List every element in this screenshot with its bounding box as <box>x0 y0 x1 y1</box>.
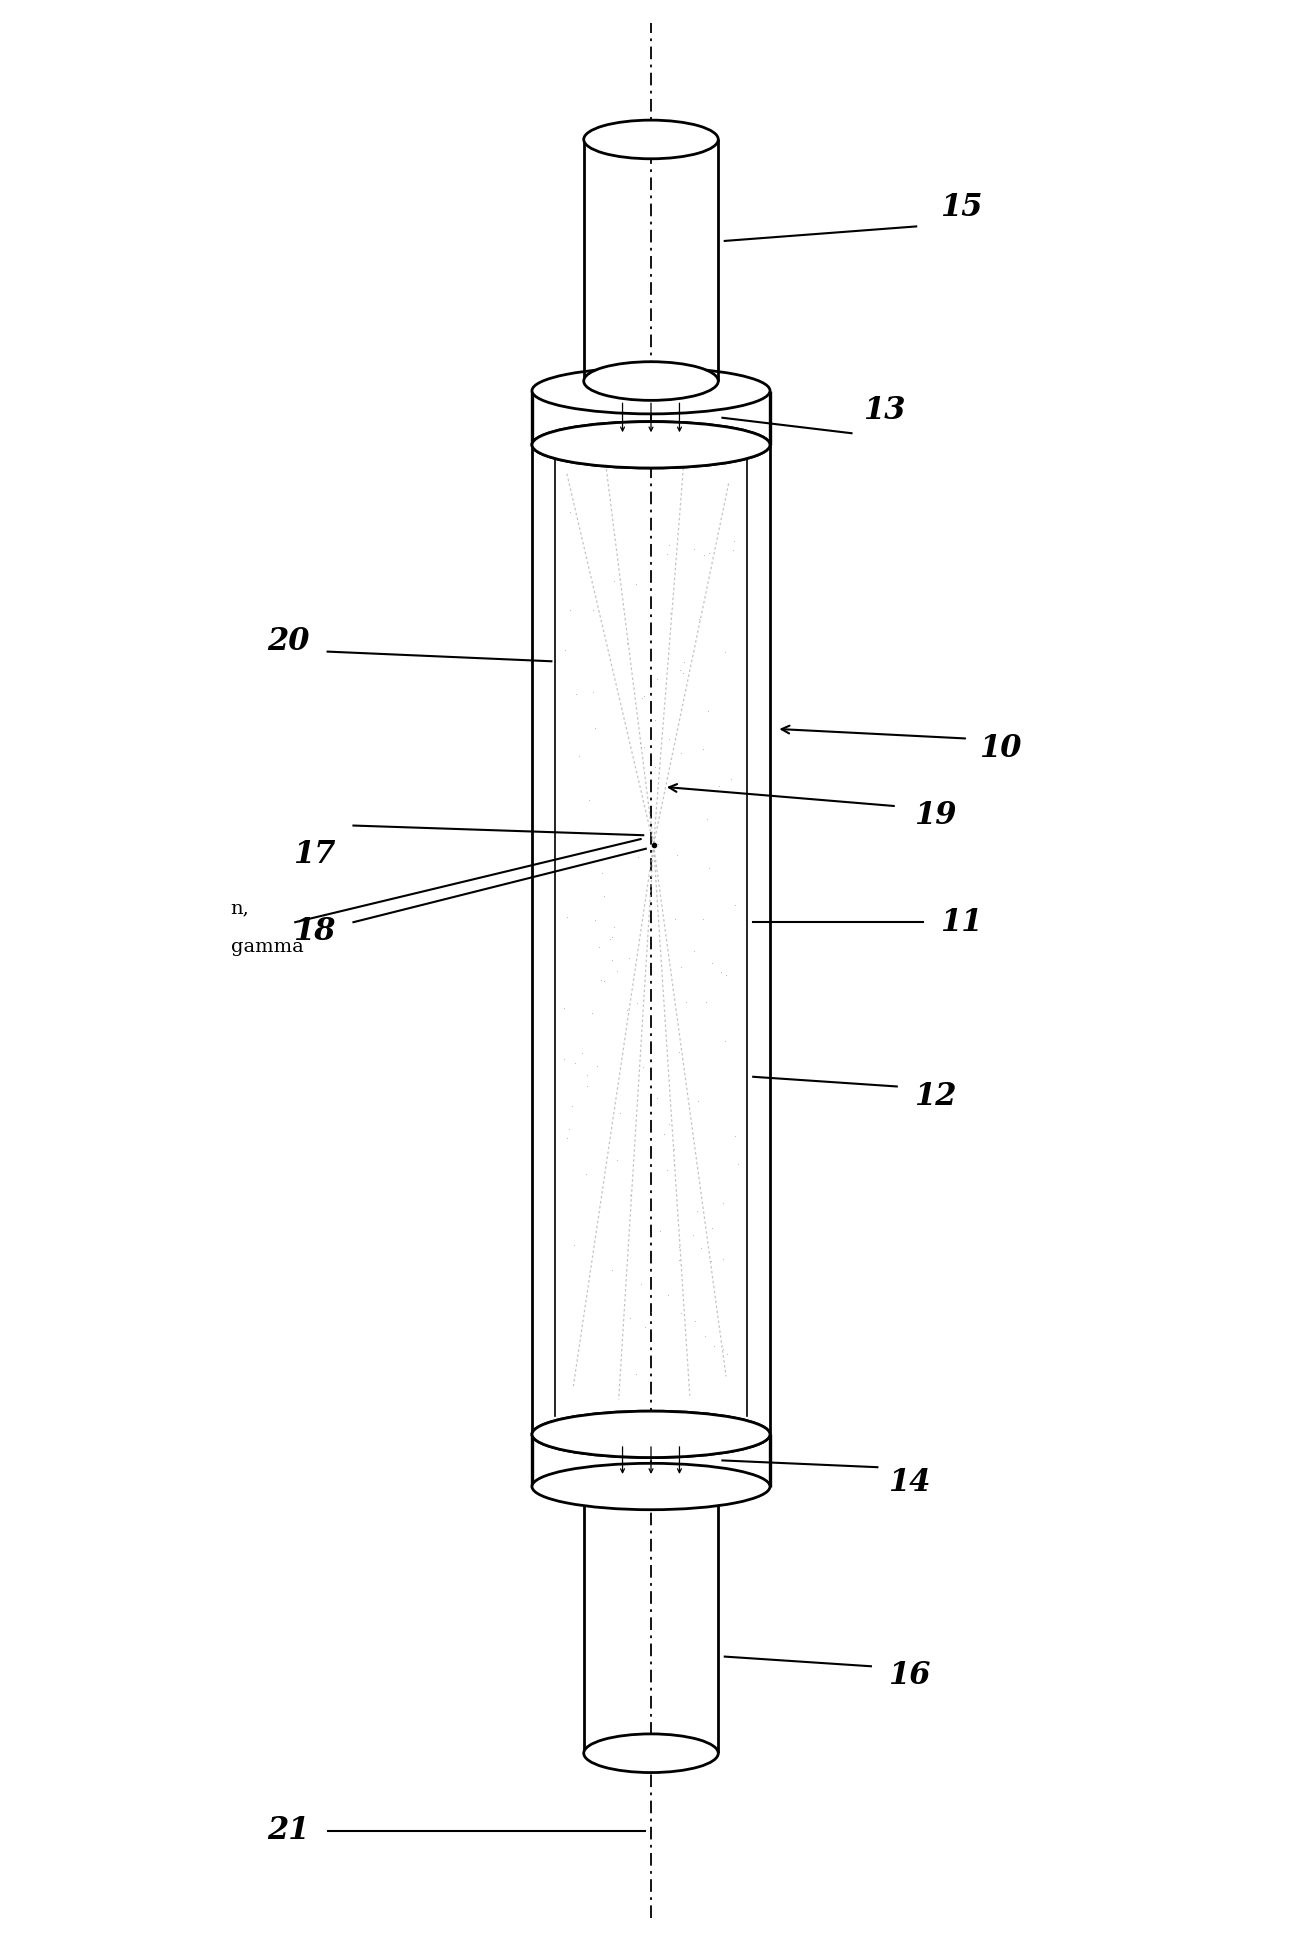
Text: 18: 18 <box>293 916 336 947</box>
Ellipse shape <box>583 361 719 400</box>
Ellipse shape <box>533 367 769 413</box>
Text: gamma: gamma <box>230 938 303 957</box>
Text: 19: 19 <box>914 800 957 831</box>
Text: 16: 16 <box>888 1660 931 1691</box>
Ellipse shape <box>533 1464 769 1510</box>
Text: 14: 14 <box>888 1467 931 1498</box>
Ellipse shape <box>533 1411 769 1458</box>
Text: n,: n, <box>230 901 249 918</box>
Ellipse shape <box>583 1733 719 1772</box>
Ellipse shape <box>533 421 769 468</box>
Text: 15: 15 <box>940 192 983 223</box>
Text: 10: 10 <box>979 734 1022 763</box>
Text: 20: 20 <box>267 627 310 658</box>
Text: 21: 21 <box>267 1815 310 1846</box>
Text: 11: 11 <box>940 906 983 938</box>
Ellipse shape <box>533 421 769 468</box>
Ellipse shape <box>583 120 719 159</box>
Text: 12: 12 <box>914 1081 957 1112</box>
Text: 13: 13 <box>863 394 905 425</box>
Text: 17: 17 <box>293 839 336 870</box>
Ellipse shape <box>533 1411 769 1458</box>
